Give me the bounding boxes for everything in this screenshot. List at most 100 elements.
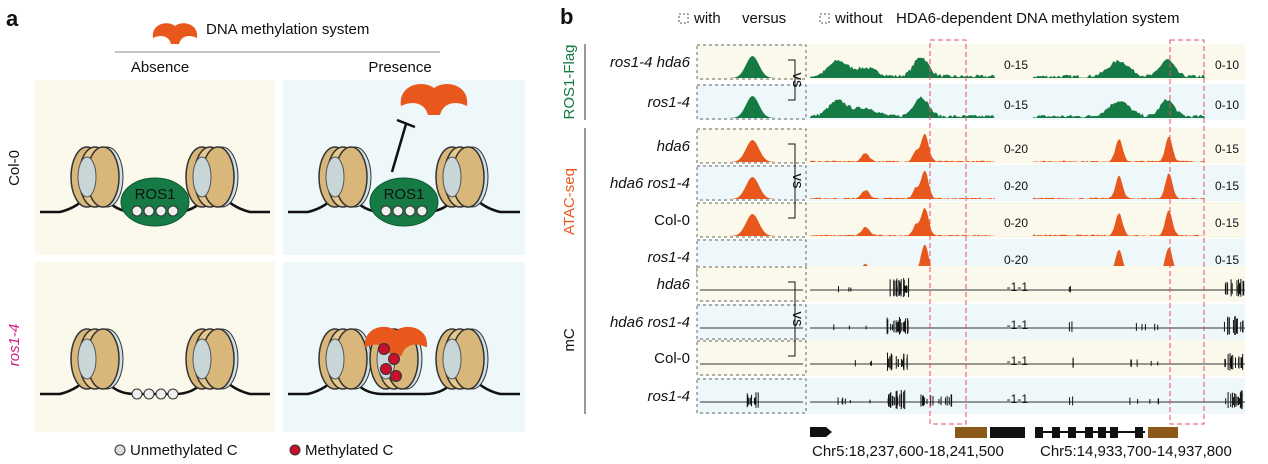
coordinate: Chr5:18,237,600-18,241,500 [812,443,1004,460]
group-label: ROS1-Flag [561,44,578,119]
protein-label: ROS1 [384,186,425,203]
methylated-c [390,370,402,382]
track-label: hda6 ros1-4 [610,314,690,331]
track-bg [697,128,1245,164]
range-label: 0-20 [1004,179,1028,193]
vs-bracket [788,281,796,357]
legend-box [678,13,689,24]
signal-track [1033,137,1205,162]
unmethylated-c [392,205,404,217]
histone-face [77,338,97,380]
header: with [693,10,721,27]
inhibition [390,123,408,173]
track-bg [697,84,1245,120]
nucleosome [435,146,489,208]
methylated-c [388,353,400,365]
signal-track [1033,58,1205,78]
nucleosome [185,146,239,208]
box [696,165,807,201]
highlight-box [1169,39,1205,425]
nucleosome [318,146,372,208]
unmethylated-c [404,205,416,217]
range-label: 0-20 [1004,253,1028,267]
exon [1035,427,1043,438]
coordinate: Chr5:14,933,700-14,937,800 [1040,443,1232,460]
panel-label: a [6,6,19,31]
nucleosome [70,146,124,208]
track-bg [697,304,1245,340]
histone-face [442,338,462,380]
legend-label: Unmethylated C [130,442,238,459]
highlight-box [929,39,967,425]
legend-symbol [289,444,301,456]
histone-face [77,156,97,198]
exon [1110,427,1118,438]
signal-track [1033,173,1205,199]
signal-track [712,214,793,236]
track-label: hda6 [657,276,691,293]
histone-face [192,338,212,380]
methylated-c [378,343,390,355]
legend-symbol [114,444,126,456]
range-label: -1-1 [1007,392,1029,406]
gene [1148,427,1178,438]
histone-face [192,156,212,198]
unmethylated-c [155,388,167,400]
unmethylated-c [143,205,155,217]
box [696,202,807,238]
box [696,128,807,164]
protein-icon [364,326,428,356]
range-label: -1-1 [1007,354,1029,368]
signal-track [712,96,793,118]
group-label: ATAC-seq [561,168,578,235]
exon [1052,427,1060,438]
box [696,239,807,275]
vs-bracket [788,143,796,219]
signal-track [1033,98,1205,118]
range-label: 0-15 [1215,142,1239,156]
track-bg [697,165,1245,201]
track-bg [697,378,1245,414]
histone-face [325,338,345,380]
system-title: DNA methylation system [206,21,369,38]
legend-box [819,13,830,24]
track-label: ros1-4 [647,249,690,266]
signal-track [810,96,995,118]
nucleosome [185,328,239,390]
cell [35,80,275,255]
panel-label: b [560,4,573,29]
exon [1085,427,1093,438]
vs-label: vs [789,174,806,189]
track-label: hda6 [657,138,691,155]
gene [955,427,987,438]
histone-face [442,156,462,198]
track-label: Col-0 [654,212,690,229]
range-label: 0-10 [1215,98,1239,112]
signal-track [712,177,793,199]
exon [1068,427,1076,438]
track-label: hda6 ros1-4 [610,175,690,192]
range-label: 0-15 [1215,216,1239,230]
row-label: Col-0 [6,150,23,186]
cell [35,262,275,432]
track-bg [697,340,1245,376]
signal-track [712,140,793,162]
protein-icon [152,23,198,44]
track-label: ros1-4 [647,94,690,111]
gene-arrow [810,427,832,437]
box [696,266,807,302]
legend-label: Methylated C [305,442,394,459]
unmethylated-c [167,205,179,217]
range-label: 0-15 [1215,179,1239,193]
signal-track [1033,247,1205,273]
range-label: 0-20 [1004,142,1028,156]
header: HDA6-dependent DNA methylation system [896,10,1179,27]
exon [1098,427,1106,438]
methylated-c [380,363,392,375]
box [696,340,807,376]
unmethylated-c [155,205,167,217]
inhibition-bar [396,118,416,129]
range-label: 0-15 [1004,58,1028,72]
range-label: 0-15 [1215,253,1239,267]
column-label: Absence [131,59,189,76]
